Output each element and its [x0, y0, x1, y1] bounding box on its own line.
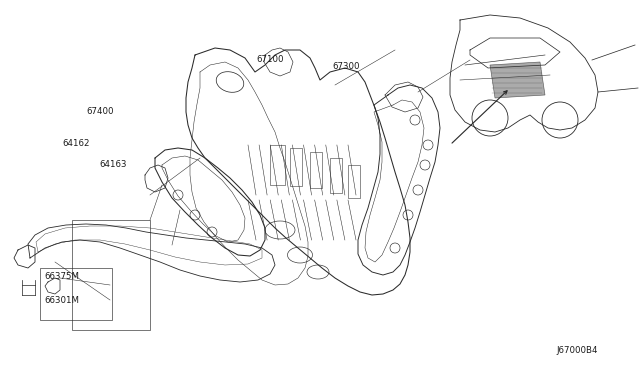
Text: 67400: 67400: [86, 107, 114, 116]
Polygon shape: [490, 62, 545, 98]
Bar: [348, 165, 360, 198]
Text: 64162: 64162: [63, 139, 90, 148]
Text: 67300: 67300: [333, 62, 360, 71]
Bar: [310, 152, 322, 188]
Text: J67000B4: J67000B4: [557, 346, 598, 355]
Text: 64163: 64163: [99, 160, 127, 169]
Bar: [330, 158, 342, 193]
Bar: [270, 145, 285, 185]
Bar: [40, 268, 112, 320]
Bar: [290, 148, 302, 186]
Text: 66375M: 66375M: [45, 272, 80, 280]
Text: 67100: 67100: [256, 55, 284, 64]
Bar: [72, 220, 150, 330]
Text: 66301M: 66301M: [45, 296, 80, 305]
